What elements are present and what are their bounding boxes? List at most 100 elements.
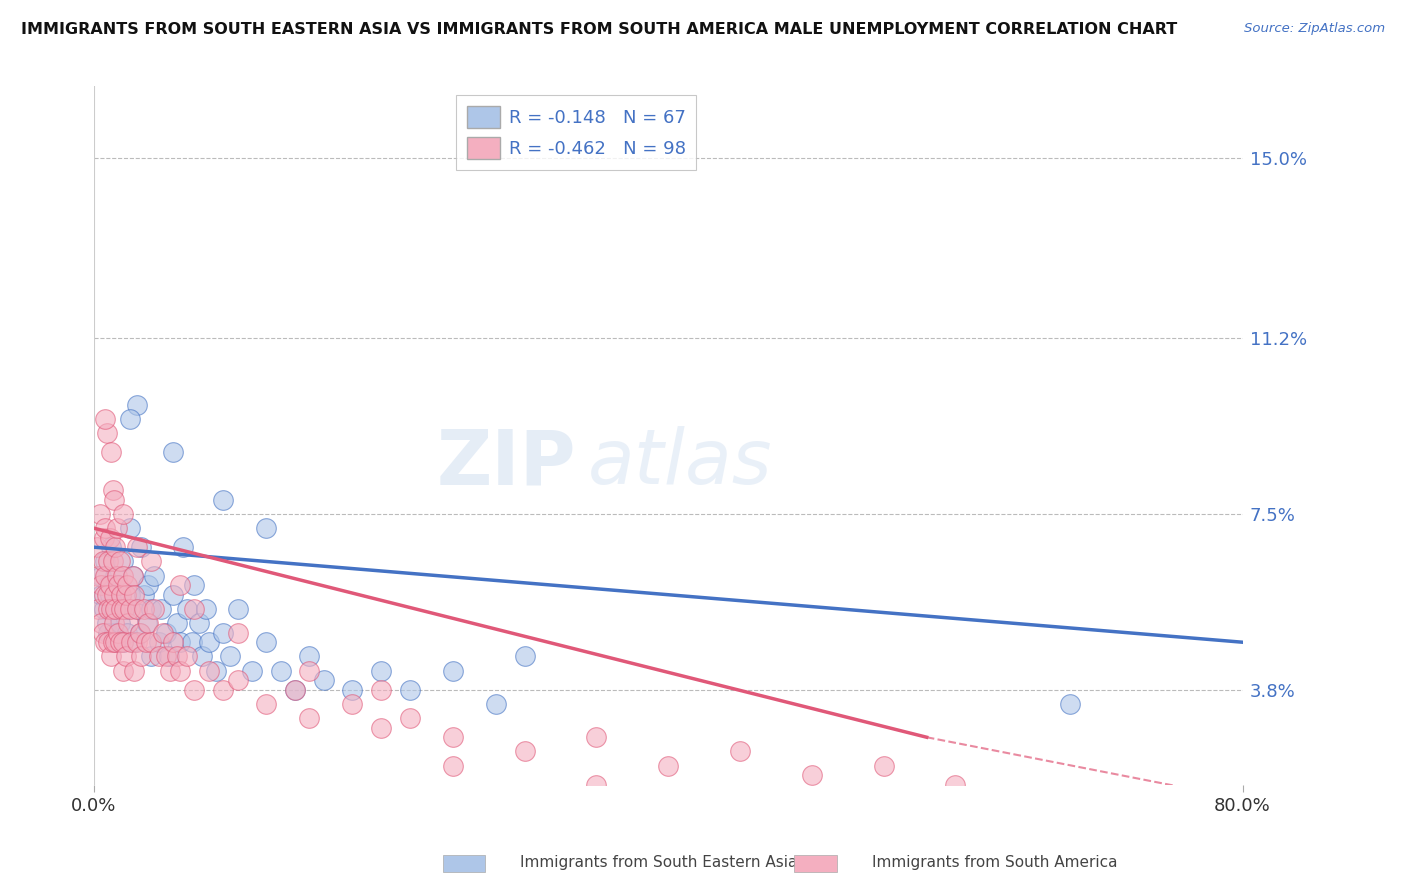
Point (270, 664, 292, 678)
Point (98, 531, 121, 545)
Point (104, 568, 127, 582)
Point (122, 588, 145, 602)
Point (205, 664, 228, 678)
Point (96, 588, 118, 602)
Point (143, 568, 166, 582)
Point (101, 554, 124, 568)
Point (107, 578, 129, 592)
Point (122, 664, 145, 678)
Point (87, 602, 110, 616)
Point (98, 578, 121, 592)
Point (166, 616, 188, 631)
Point (103, 616, 125, 631)
Point (157, 649, 180, 664)
Point (128, 625, 150, 640)
Point (183, 682, 205, 697)
Point (120, 635, 142, 649)
Point (111, 664, 134, 678)
Point (125, 602, 148, 616)
Point (91, 625, 114, 640)
Point (155, 625, 177, 640)
Legend: R = -0.148   N = 67, R = -0.462   N = 98: R = -0.148 N = 67, R = -0.462 N = 98 (457, 95, 696, 170)
Point (240, 664, 263, 678)
Point (441, 664, 464, 678)
Point (98, 588, 121, 602)
Point (94, 412, 117, 426)
Point (87, 568, 110, 582)
Point (180, 635, 202, 649)
Point (90, 568, 112, 582)
Point (162, 635, 184, 649)
Point (121, 568, 143, 582)
Point (101, 602, 124, 616)
Point (398, 711, 420, 725)
Point (94, 568, 117, 582)
Point (114, 649, 136, 664)
Point (91, 554, 114, 568)
Point (370, 682, 392, 697)
Point (342, 682, 364, 697)
Point (183, 602, 205, 616)
Point (96, 426, 118, 441)
Point (105, 568, 128, 582)
Point (94, 554, 117, 568)
Point (108, 616, 131, 631)
Point (125, 540, 148, 554)
Point (125, 602, 148, 616)
Point (226, 625, 249, 640)
Point (101, 483, 124, 498)
Point (585, 731, 607, 745)
Point (212, 682, 235, 697)
Point (148, 635, 170, 649)
Point (398, 682, 420, 697)
Point (89, 507, 111, 521)
Point (136, 616, 159, 631)
Text: Immigrants from South Eastern Asia: Immigrants from South Eastern Asia (520, 855, 797, 870)
Text: IMMIGRANTS FROM SOUTH EASTERN ASIA VS IMMIGRANTS FROM SOUTH AMERICA MALE UNEMPLO: IMMIGRANTS FROM SOUTH EASTERN ASIA VS IM… (21, 22, 1177, 37)
Point (134, 588, 156, 602)
Point (254, 697, 277, 711)
Point (104, 635, 127, 649)
Point (226, 673, 249, 688)
Point (183, 578, 205, 592)
Point (112, 602, 135, 616)
Point (441, 758, 464, 772)
Point (212, 625, 235, 640)
Point (97, 635, 120, 649)
Point (94, 521, 117, 535)
Point (93, 531, 115, 545)
Point (152, 625, 174, 640)
Point (284, 682, 307, 697)
Point (159, 664, 181, 678)
Point (284, 682, 307, 697)
Point (104, 602, 127, 616)
Point (97, 554, 120, 568)
Point (298, 711, 321, 725)
Point (104, 602, 127, 616)
Point (117, 616, 139, 631)
Point (121, 568, 143, 582)
Point (138, 616, 160, 631)
Point (190, 649, 212, 664)
Point (254, 635, 277, 649)
Point (194, 602, 217, 616)
Point (110, 588, 132, 602)
Point (212, 492, 235, 507)
Point (312, 673, 335, 688)
Point (513, 744, 536, 758)
Point (219, 649, 242, 664)
Point (103, 492, 125, 507)
Point (115, 578, 138, 592)
Point (143, 602, 166, 616)
Point (166, 649, 188, 664)
Point (155, 649, 177, 664)
Point (800, 768, 823, 782)
Point (111, 507, 134, 521)
Point (107, 578, 129, 592)
Point (172, 540, 194, 554)
Point (86, 540, 108, 554)
Point (100, 602, 122, 616)
Point (108, 554, 131, 568)
Point (97, 578, 120, 592)
Point (115, 625, 138, 640)
